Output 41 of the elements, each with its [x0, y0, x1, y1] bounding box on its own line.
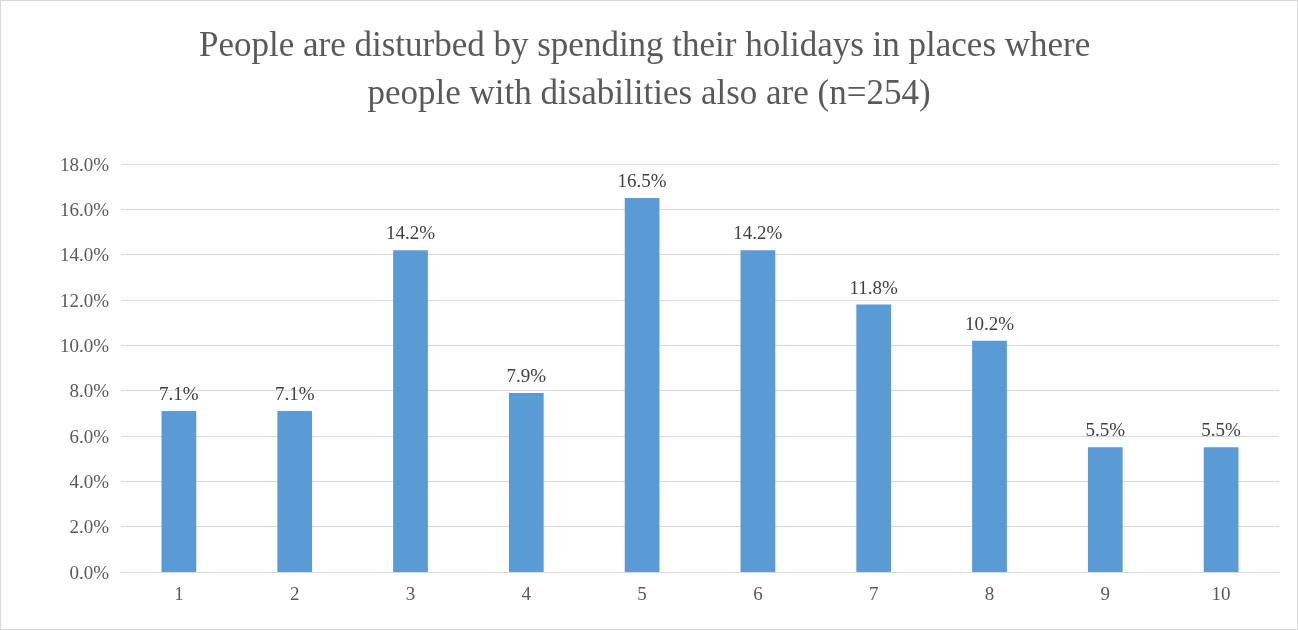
x-tick-label: 1 — [174, 583, 184, 604]
bar — [277, 411, 313, 572]
x-tick-label: 4 — [521, 583, 532, 604]
x-tick-label: 6 — [753, 583, 763, 604]
x-tick-label: 3 — [405, 583, 416, 604]
data-label: 5.5% — [1085, 419, 1126, 441]
bar — [161, 411, 197, 572]
bar — [972, 340, 1007, 572]
y-tick-label: 0.0% — [69, 561, 110, 583]
y-tick-label: 4.0% — [69, 470, 110, 492]
data-label: 16.5% — [617, 170, 667, 191]
y-tick-label: 14.0% — [59, 244, 110, 266]
data-label: 14.2% — [385, 222, 436, 244]
data-label: 5.5% — [1201, 419, 1242, 441]
x-tick-label: 9 — [1100, 583, 1111, 604]
x-tick-label: 2 — [289, 583, 300, 604]
data-label: 7.1% — [274, 383, 315, 405]
y-tick-label: 6.0% — [69, 425, 110, 447]
data-label: 11.8% — [849, 276, 899, 298]
data-label: 7.1% — [159, 383, 199, 405]
bar — [740, 250, 776, 572]
x-tick-label: 8 — [984, 583, 995, 604]
chart-title: People are disturbed by spending their holidays in places where people with disabilities also are (n=254) — [198, 24, 1100, 112]
bar — [624, 198, 660, 572]
bar — [856, 304, 892, 572]
y-tick-label: 12.0% — [59, 289, 110, 311]
data-label: 10.2% — [964, 312, 1015, 334]
data-label: 14.2% — [733, 222, 783, 244]
y-tick-label: 18.0% — [59, 153, 110, 175]
x-tick-label: 7 — [868, 583, 879, 604]
x-tick-label: 10 — [1211, 583, 1231, 604]
y-tick-label: 10.0% — [59, 334, 110, 356]
bar — [1203, 447, 1239, 572]
y-tick-label: 16.0% — [59, 198, 110, 220]
bar — [393, 250, 428, 572]
data-label: 7.9% — [506, 364, 547, 386]
y-tick-label: 2.0% — [69, 516, 110, 538]
bar — [1087, 447, 1123, 572]
y-tick-label: 8.0% — [69, 380, 110, 402]
bar — [508, 392, 544, 572]
x-tick-label: 5 — [637, 583, 647, 604]
